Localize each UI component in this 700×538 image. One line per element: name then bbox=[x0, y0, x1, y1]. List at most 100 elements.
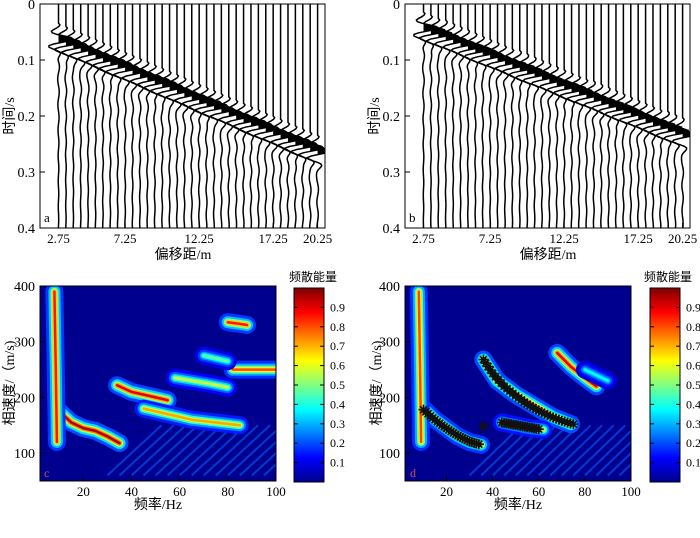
trace bbox=[648, 4, 677, 228]
y-tick-label: 100 bbox=[379, 447, 400, 462]
noise-band bbox=[227, 429, 276, 477]
energy-ridge bbox=[115, 383, 169, 402]
seismic-traces-b bbox=[413, 4, 690, 228]
x-tick-label: 12.25 bbox=[185, 231, 214, 246]
trace bbox=[85, 4, 111, 228]
y-tick-label: 0.4 bbox=[18, 222, 36, 237]
noise-band bbox=[166, 424, 223, 477]
trace bbox=[92, 4, 120, 228]
noise-band bbox=[215, 424, 271, 477]
trace bbox=[553, 4, 581, 228]
trace bbox=[450, 4, 475, 228]
x-tick-label: 100 bbox=[621, 484, 641, 499]
picked-point bbox=[533, 405, 544, 416]
picked-point bbox=[522, 399, 533, 410]
noise-band bbox=[549, 424, 603, 477]
trace bbox=[508, 4, 536, 228]
x-tick-label: 20 bbox=[77, 484, 90, 499]
y-tick-label: 0 bbox=[393, 0, 400, 13]
trace bbox=[642, 4, 669, 228]
x-tick-label: 2.75 bbox=[47, 231, 70, 246]
trace bbox=[290, 4, 319, 228]
picked-point bbox=[525, 400, 536, 411]
trace bbox=[470, 4, 499, 228]
y-tick-label: 0.2 bbox=[383, 110, 401, 125]
x-tick-label: 60 bbox=[532, 484, 545, 499]
panel-d: 100 200 300 400 20 40 60 80 100 d 频率/Hz 相速度/（m/… bbox=[369, 269, 700, 513]
noise-band bbox=[118, 424, 175, 477]
trace bbox=[559, 4, 588, 228]
x-axis-d: 20 40 60 80 100 bbox=[440, 476, 641, 499]
panel-label-d: d bbox=[410, 466, 416, 480]
y-tick-label: 300 bbox=[14, 336, 35, 351]
noise-band bbox=[154, 424, 211, 477]
y-tick-label: 0.3 bbox=[383, 166, 401, 181]
x-axis-title-c: 频率/Hz bbox=[134, 496, 182, 513]
y-tick-label: 0.3 bbox=[18, 166, 36, 181]
energy-ridge bbox=[142, 407, 242, 427]
colorbar-ticks-c: 0.1 0.2 0.3 0.4 0.5 0.6 0.7 0.8 0.9 bbox=[294, 300, 345, 470]
trace bbox=[530, 4, 556, 228]
x-tick-label: 80 bbox=[578, 484, 591, 499]
energy-ridge bbox=[226, 320, 249, 327]
y-tick-label: 0.2 bbox=[18, 110, 36, 125]
trace bbox=[137, 4, 164, 228]
noise-band bbox=[618, 462, 631, 477]
picked-point bbox=[478, 421, 489, 432]
x-tick-label: 40 bbox=[486, 484, 499, 499]
trace bbox=[121, 4, 147, 228]
picked-point bbox=[485, 364, 496, 375]
panel-a: 00.10.20.30.4 2.75 7.25 12.25 17.25 20.25 a … bbox=[2, 0, 332, 263]
picked-point bbox=[462, 435, 473, 446]
trace bbox=[253, 4, 280, 228]
colorbar-d bbox=[649, 287, 681, 483]
colorbar-tick-label: 0.9 bbox=[686, 300, 700, 314]
colorbar-tick-label: 0.7 bbox=[686, 339, 700, 353]
trace bbox=[165, 4, 191, 228]
x-tick-label: 7.25 bbox=[114, 231, 137, 246]
trace bbox=[597, 4, 624, 228]
trace bbox=[433, 4, 459, 228]
x-axis-c: 20 40 60 80 100 bbox=[77, 476, 286, 499]
trace bbox=[201, 4, 229, 228]
noise-band bbox=[106, 424, 163, 477]
panel-b: 00.10.20.30.4 2.75 7.25 12.25 17.25 20.25 b … bbox=[367, 0, 697, 263]
noise-band bbox=[203, 424, 259, 477]
x-tick-label: 60 bbox=[173, 484, 186, 499]
colorbar-tick-label: 0.8 bbox=[686, 320, 700, 334]
picked-point bbox=[562, 417, 573, 428]
trace bbox=[619, 4, 646, 228]
trace bbox=[284, 4, 312, 228]
x-tick-label: 20.25 bbox=[668, 231, 697, 246]
panel-label-b: b bbox=[409, 210, 416, 225]
colorbar-tick-label: 0.3 bbox=[686, 417, 700, 431]
y-tick-label: 400 bbox=[379, 280, 400, 295]
noise-band bbox=[239, 440, 276, 477]
colorbar-tick-label: 0.4 bbox=[330, 397, 345, 411]
noise-band bbox=[130, 424, 187, 477]
colorbar-tick-label: 0.9 bbox=[330, 300, 345, 314]
picked-point bbox=[530, 404, 541, 415]
trace bbox=[478, 4, 505, 228]
trace bbox=[143, 4, 172, 228]
panel-label-a: a bbox=[44, 210, 50, 225]
picked-point bbox=[556, 415, 567, 426]
trace bbox=[306, 4, 325, 228]
x-axis-title-b: 偏移距/m bbox=[520, 247, 577, 263]
noise-band bbox=[526, 424, 580, 477]
picked-dispersion-curves-d bbox=[418, 354, 579, 450]
colorbar-tick-label: 0.7 bbox=[330, 339, 345, 353]
picked-point bbox=[551, 413, 562, 424]
x-axis-b: 2.75 7.25 12.25 17.25 20.25 bbox=[412, 223, 697, 246]
seismic-traces-a bbox=[48, 4, 325, 228]
trace bbox=[77, 4, 103, 228]
trace bbox=[425, 4, 453, 228]
picked-point bbox=[473, 439, 484, 450]
x-tick-label: 20.25 bbox=[303, 231, 332, 246]
trace bbox=[270, 4, 296, 228]
trace bbox=[539, 4, 564, 228]
picked-point bbox=[539, 408, 550, 419]
trace bbox=[218, 4, 243, 228]
trace bbox=[105, 4, 134, 228]
energy-ridge bbox=[417, 290, 423, 444]
